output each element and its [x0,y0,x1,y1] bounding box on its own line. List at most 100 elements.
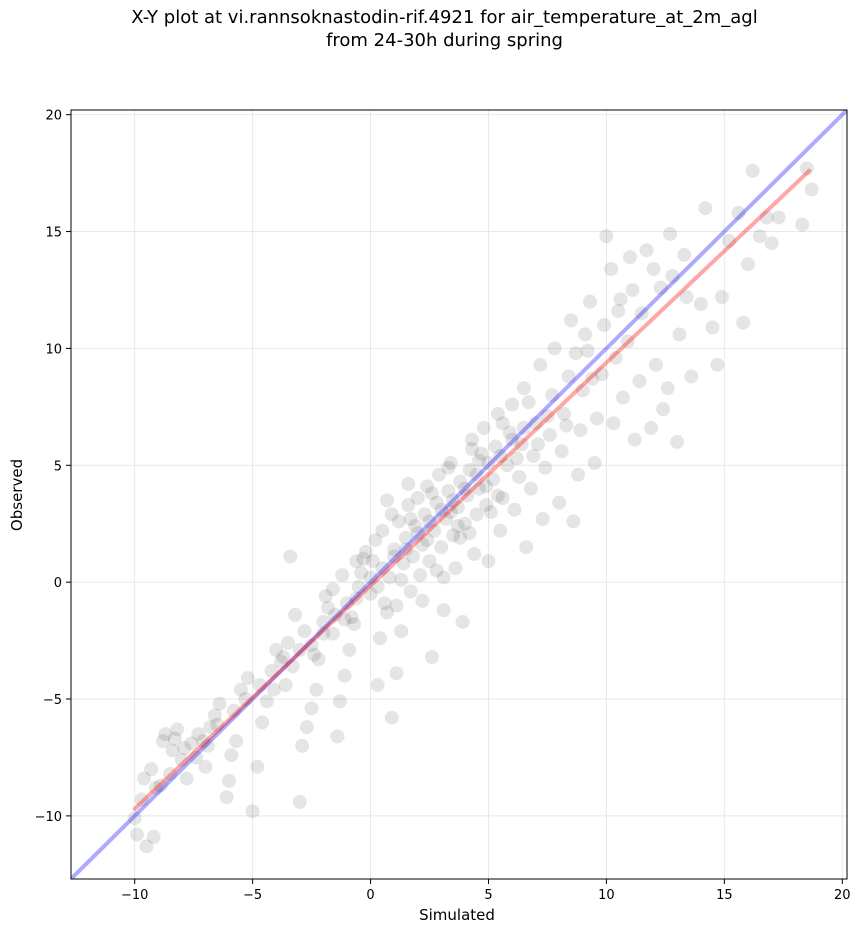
data-point [587,455,602,470]
data-point [764,236,779,251]
data-point [464,432,479,447]
data-point [283,549,298,564]
data-point [540,409,555,424]
data-point [441,483,456,498]
data-point [516,381,531,396]
data-point [620,334,635,349]
data-point [391,514,406,529]
data-point [481,455,496,470]
data-point [309,682,324,697]
data-point [453,530,468,545]
data-point [486,472,501,487]
data-point [370,579,385,594]
data-point [665,268,680,283]
chart-title: X-Y plot at vi.rannsoknastodin-rif.4921 … [0,6,861,52]
data-point [521,395,536,410]
data-point [679,289,694,304]
data-point [795,217,810,232]
data-point [189,750,204,765]
data-point [174,752,189,767]
data-point [464,441,479,456]
data-point [507,502,522,517]
data-point [210,717,225,732]
data-point [597,318,612,333]
data-point [644,420,659,435]
data-point [660,381,675,396]
data-point [483,505,498,520]
data-point [415,537,430,552]
data-point [646,261,661,276]
data-point [198,759,213,774]
y-tick-label: 10 [45,342,62,357]
x-tick-label: 5 [484,888,492,903]
data-point [608,350,623,365]
data-point [403,584,418,599]
data-point [632,374,647,389]
data-point [804,182,819,197]
data-point [559,418,574,433]
data-point [606,416,621,431]
data-point [625,282,640,297]
data-point [229,734,244,749]
data-point [363,570,378,585]
data-point [469,467,484,482]
data-point [184,736,199,751]
data-point [342,642,357,657]
data-point [306,647,321,662]
data-point [516,420,531,435]
grid [71,110,847,879]
data-point [370,677,385,692]
data-point [396,556,411,571]
regression-fit-line [132,168,812,811]
data-point [219,790,234,805]
data-point [585,371,600,386]
data-point [377,596,392,611]
data-point [623,250,638,265]
data-point [394,572,409,587]
data-point [266,682,281,697]
data-point [759,210,774,225]
data-point [512,469,527,484]
data-point [656,402,671,417]
data-point [564,313,579,328]
reference-lines [71,110,847,879]
data-point [545,388,560,403]
data-point [663,226,678,241]
data-point [495,491,510,506]
data-point [613,292,628,307]
data-point [481,554,496,569]
data-point [259,694,274,709]
data-point [134,792,149,807]
data-point [413,568,428,583]
data-point [705,320,720,335]
data-point [328,607,343,622]
data-point [351,579,366,594]
data-point [594,367,609,382]
data-point [233,682,248,697]
x-tick-label: −5 [243,888,262,903]
data-point [450,519,465,534]
data-point [462,526,477,541]
data-point [561,369,576,384]
data-point [490,406,505,421]
scatter-points [127,161,819,854]
y-axis-label: Observed [8,459,26,531]
data-point [578,327,593,342]
data-point [368,533,383,548]
data-point [245,804,260,819]
data-point [799,161,814,176]
data-point [771,210,786,225]
data-point [439,512,454,527]
data-point [139,839,154,854]
data-point [337,612,352,627]
data-point [316,626,331,641]
data-point [476,420,491,435]
x-tick-label: 15 [716,888,733,903]
data-point [436,603,451,618]
data-point [363,586,378,601]
data-point [318,589,333,604]
x-tick-label: −10 [121,888,148,903]
data-point [462,462,477,477]
data-point [415,593,430,608]
data-point [745,163,760,178]
